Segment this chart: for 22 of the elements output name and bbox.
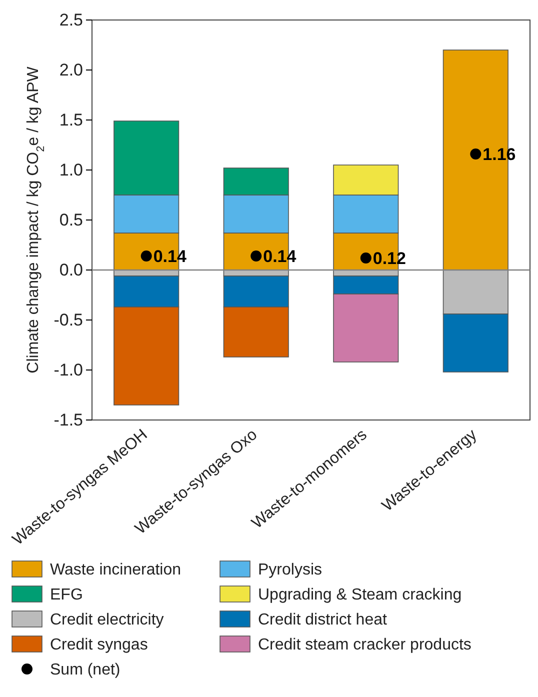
legend-label: EFG	[50, 586, 83, 604]
legend-label: Pyrolysis	[258, 562, 322, 579]
y-tick-label: -0.5	[54, 310, 83, 330]
y-tick-label: 0.0	[59, 260, 83, 280]
point	[250, 250, 262, 262]
point	[140, 250, 152, 262]
legend-label: Upgrading & Steam cracking	[258, 586, 462, 604]
legend-label: Credit electricity	[50, 612, 164, 629]
legend-label: Sum (net)	[50, 662, 120, 679]
y-tick-label: 0.5	[59, 210, 83, 230]
y-tick-label: -1.0	[54, 360, 83, 380]
y-tick-label: -1.5	[54, 410, 83, 430]
y-tick-label: 2.0	[59, 60, 83, 80]
y-tick-label: 1.0	[59, 160, 83, 180]
legend-label: Credit steam cracker products	[258, 636, 472, 654]
y-tick-label: 1.5	[59, 110, 83, 130]
legend-label: Credit syngas	[50, 636, 148, 654]
point	[470, 148, 482, 160]
y-tick-label: 2.5	[59, 10, 83, 30]
point	[360, 252, 372, 264]
legend-label: Waste incineration	[50, 562, 182, 579]
legend-label: Credit district heat	[258, 612, 388, 629]
